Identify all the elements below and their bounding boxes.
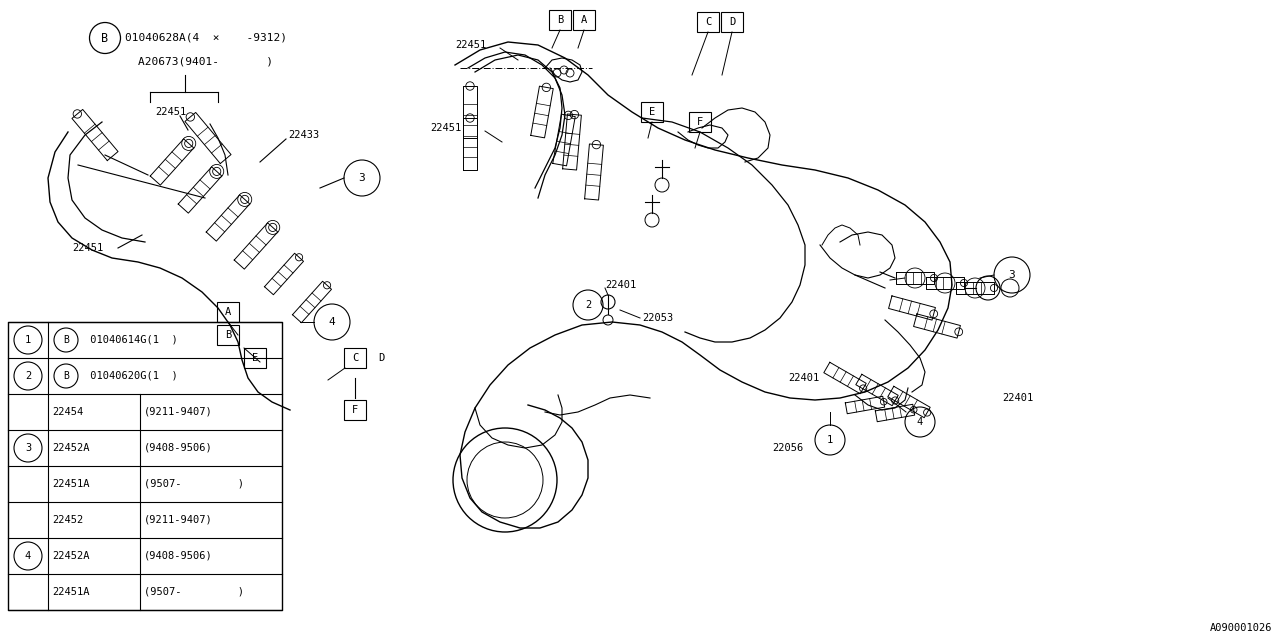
Bar xyxy=(218,325,239,345)
Bar xyxy=(244,348,266,368)
Text: 22401: 22401 xyxy=(605,280,636,290)
Text: 22451: 22451 xyxy=(155,107,187,117)
Text: 22451A: 22451A xyxy=(52,479,90,489)
Text: (9507-         ): (9507- ) xyxy=(145,587,244,597)
Text: 4: 4 xyxy=(24,551,31,561)
Bar xyxy=(218,302,239,322)
Text: (9408-9506): (9408-9506) xyxy=(145,551,212,561)
Text: C: C xyxy=(705,17,712,27)
Text: (9408-9506): (9408-9506) xyxy=(145,443,212,453)
Text: (9507-         ): (9507- ) xyxy=(145,479,244,489)
Text: 22053: 22053 xyxy=(643,313,673,323)
Bar xyxy=(573,10,595,30)
Text: 4: 4 xyxy=(329,317,335,327)
Bar xyxy=(549,10,571,30)
Text: 2: 2 xyxy=(585,300,591,310)
Text: 22401: 22401 xyxy=(1002,393,1033,403)
Text: 3: 3 xyxy=(1009,270,1015,280)
Bar xyxy=(8,322,282,610)
Text: 2: 2 xyxy=(24,371,31,381)
Text: 22454: 22454 xyxy=(52,407,83,417)
Text: B: B xyxy=(63,371,69,381)
Text: 1: 1 xyxy=(827,435,833,445)
Text: 22451: 22451 xyxy=(72,243,104,253)
Bar xyxy=(641,102,663,122)
Text: 22433: 22433 xyxy=(288,130,319,140)
Text: B: B xyxy=(557,15,563,25)
Text: D: D xyxy=(728,17,735,27)
Text: B: B xyxy=(101,31,109,45)
Text: A: A xyxy=(225,307,232,317)
Text: 01040628A(4  ×    -9312): 01040628A(4 × -9312) xyxy=(125,33,287,43)
Bar xyxy=(344,348,366,368)
Bar xyxy=(689,112,710,132)
Text: F: F xyxy=(352,405,358,415)
Text: (9211-9407): (9211-9407) xyxy=(145,515,212,525)
Text: F: F xyxy=(696,117,703,127)
Text: A090001026: A090001026 xyxy=(1210,623,1272,633)
Bar xyxy=(698,12,719,32)
Text: (9211-9407): (9211-9407) xyxy=(145,407,212,417)
Text: 01040620G(1  ): 01040620G(1 ) xyxy=(84,371,178,381)
Text: 3: 3 xyxy=(358,173,365,183)
Text: 3: 3 xyxy=(24,443,31,453)
Text: D: D xyxy=(378,353,384,363)
Text: 22452A: 22452A xyxy=(52,551,90,561)
Text: 22452A: 22452A xyxy=(52,443,90,453)
Text: E: E xyxy=(252,353,259,363)
Text: E: E xyxy=(649,107,655,117)
Text: 1: 1 xyxy=(24,335,31,345)
Text: 01040614G(1  ): 01040614G(1 ) xyxy=(84,335,178,345)
Text: 4: 4 xyxy=(916,417,923,427)
Text: A20673(9401-       ): A20673(9401- ) xyxy=(138,57,273,67)
Text: A: A xyxy=(581,15,588,25)
Bar xyxy=(721,12,742,32)
Text: 22451: 22451 xyxy=(454,40,486,50)
Text: C: C xyxy=(352,353,358,363)
Text: B: B xyxy=(225,330,232,340)
Text: 22401: 22401 xyxy=(788,373,819,383)
Text: 22451: 22451 xyxy=(430,123,461,133)
Text: 22452: 22452 xyxy=(52,515,83,525)
Text: 22056: 22056 xyxy=(772,443,804,453)
Bar xyxy=(344,400,366,420)
Text: 22451A: 22451A xyxy=(52,587,90,597)
Text: B: B xyxy=(63,335,69,345)
